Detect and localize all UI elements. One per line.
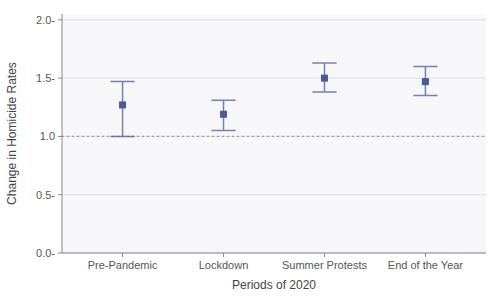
x-axis-line	[62, 253, 486, 254]
grid-line	[62, 19, 486, 20]
tick-mark	[58, 19, 62, 20]
tick-mark	[58, 78, 62, 79]
confidence-interval	[312, 63, 336, 92]
grid-line	[62, 253, 486, 254]
tick-mark	[324, 253, 325, 257]
chart-container: 0.0- 0.5- 1.0 1.5- 2.0- Pre-Pandemic Lockdown S…	[0, 0, 500, 297]
tick-mark	[122, 253, 123, 257]
center-point	[220, 111, 227, 118]
tick-label: 0.0-	[36, 247, 55, 259]
tick-label: Pre-Pandemic	[88, 259, 158, 271]
confidence-interval	[413, 66, 437, 95]
x-axis-label: Periods of 2020	[232, 278, 316, 292]
chart: 0.0- 0.5- 1.0 1.5- 2.0- Pre-Pandemic Lockdown S…	[0, 0, 500, 297]
tick-label: End of the Year	[388, 259, 464, 271]
confidence-interval	[110, 82, 134, 137]
grid-line	[62, 194, 486, 195]
y-axis-label: Change in Homicide Rates	[5, 62, 19, 205]
plot-background	[62, 14, 486, 253]
tick-label: 0.5-	[36, 189, 55, 201]
tick-label: 1.0	[40, 130, 55, 142]
tick-label: Summer Protests	[282, 259, 367, 271]
marks	[62, 63, 486, 136]
tick-mark	[58, 253, 62, 254]
tick-label: 1.5-	[36, 72, 55, 84]
center-point	[422, 78, 429, 85]
tick-mark	[223, 253, 224, 257]
center-point	[119, 101, 126, 108]
tick-mark	[58, 136, 62, 137]
tick-label: 2.0-	[36, 14, 55, 26]
confidence-interval	[211, 100, 235, 130]
tick-label: Lockdown	[199, 259, 249, 271]
y-axis-line	[62, 14, 63, 253]
center-point	[321, 75, 328, 82]
tick-mark	[58, 194, 62, 195]
tick-mark	[425, 253, 426, 257]
